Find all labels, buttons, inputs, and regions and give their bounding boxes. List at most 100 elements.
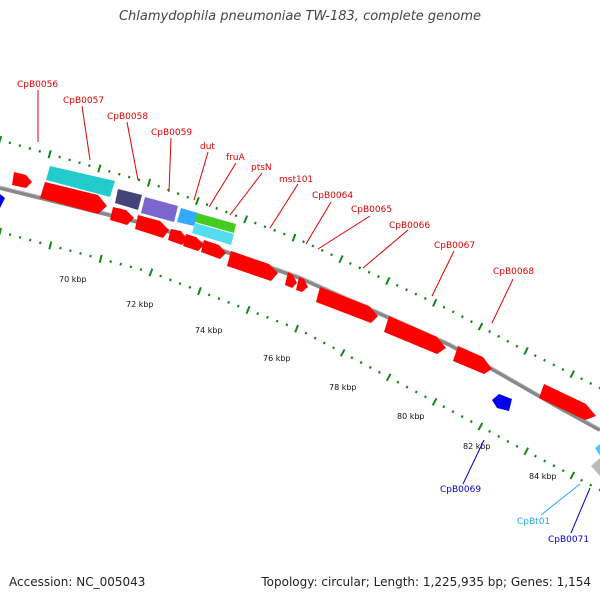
minor-tick [178,282,182,286]
major-tick [245,305,251,314]
gene-green-block[interactable] [195,213,236,233]
gene-arrow-red[interactable] [168,229,187,245]
gene-arrow-red[interactable] [296,277,308,292]
minor-tick [18,235,22,239]
gene-arrow-blue[interactable] [0,194,5,208]
feature-ring-upper [46,166,236,245]
gene-arrow-red[interactable] [110,207,134,225]
gene-arrow-red[interactable] [539,384,596,420]
gene-arrow-red[interactable] [201,240,226,259]
gene-arrow-red[interactable] [12,172,32,188]
minor-tick [589,381,593,385]
gene-cyan-block[interactable] [46,166,115,197]
minor-tick [330,253,334,257]
minor-tick [38,241,42,245]
gene-label[interactable]: CpB0067 [434,241,475,251]
gene-arrow-light-blue[interactable] [595,444,600,456]
gene-label[interactable]: mst101 [279,175,313,185]
minor-tick [359,361,363,365]
gene-light-cyan-block[interactable] [192,223,234,245]
kbp-label: 72 kbp [126,300,154,309]
minor-tick [367,270,371,274]
major-tick [385,373,392,382]
major-tick [98,254,103,263]
gene-arrow-red[interactable] [183,234,204,251]
major-tick [48,241,53,250]
minor-tick [188,285,192,289]
minor-tick [561,469,565,473]
minor-tick [533,354,537,358]
minor-tick [424,395,427,399]
minor-tick [159,274,162,278]
gene-arrow-grey[interactable] [591,458,600,476]
gene-label[interactable]: CpBt01 [517,517,550,527]
gene-arrow-red[interactable] [453,346,492,374]
minor-tick [313,336,317,340]
gene-arrow-red[interactable] [40,182,107,214]
minor-tick [176,192,180,196]
minor-tick [506,439,510,443]
major-tick [194,196,200,206]
minor-tick [405,385,409,389]
gene-label[interactable]: CpB0056 [17,80,58,90]
forward-gene-labels: CpB0056 CpB0057 CpB0058 CpB0059 dut fruA… [17,80,534,277]
gene-label[interactable]: dut [200,142,215,152]
minor-tick [552,363,556,367]
minor-tick [59,246,62,250]
minor-tick [405,288,408,292]
gene-arrow-red[interactable] [227,251,278,281]
major-tick [523,346,529,356]
gene-arrow-blue[interactable] [492,394,512,411]
minor-tick [368,365,372,369]
minor-tick [552,464,556,468]
gene-label[interactable]: CpB0057 [63,96,104,106]
major-tick [569,370,575,379]
minor-tick [348,261,352,266]
major-tick [569,471,576,480]
minor-tick [332,346,335,350]
minor-tick [469,420,473,424]
minor-tick [215,206,219,210]
minor-tick [451,410,455,414]
gene-slate-block[interactable] [115,189,142,210]
gene-label[interactable]: CpB0071 [548,535,589,545]
gene-arrow-red[interactable] [384,316,446,354]
major-tick [477,422,484,431]
gene-label[interactable]: fruA [226,153,246,163]
minor-tick [8,141,12,145]
minor-tick [543,459,547,463]
gene-label[interactable]: ptsN [251,163,272,173]
gene-arrow-red[interactable] [316,287,378,323]
minor-tick [78,161,81,165]
kbp-label: 70 kbp [59,275,87,284]
minor-tick [224,210,228,214]
gene-label[interactable]: CpB0059 [151,128,192,138]
gene-label[interactable]: CpB0068 [493,267,534,277]
gene-sky-block[interactable] [177,208,198,226]
minor-tick [414,292,418,296]
minor-tick [358,266,362,270]
kbp-scale-labels: 70 kbp 72 kbp 74 kbp 76 kbp 78 kbp 80 kb… [59,275,557,481]
minor-tick [186,195,190,199]
gene-label[interactable]: CpB0065 [351,205,392,215]
major-tick [243,215,249,224]
topology-text: Topology: circular; Length: 1,225,935 bp… [261,575,591,589]
minor-tick [137,178,141,182]
gene-label[interactable]: CpB0066 [389,221,430,231]
major-tick [47,150,52,159]
minor-tick [119,262,123,266]
gene-arrow-red[interactable] [135,215,169,238]
minor-tick [488,429,492,433]
reverse-gene-labels: CpB0069 CpBt01 CpB0071 [440,485,589,545]
gene-label[interactable]: CpB0064 [312,191,353,201]
minor-tick [515,444,519,448]
major-tick [431,397,438,406]
gene-label[interactable]: CpB0069 [440,485,481,495]
gene-label[interactable]: CpB0058 [107,112,148,122]
minor-tick [423,296,427,301]
major-tick [146,178,152,187]
minor-tick [168,278,172,282]
gene-arrow-red[interactable] [285,272,297,288]
minor-tick [266,315,269,319]
gene-violet-block[interactable] [141,197,178,222]
